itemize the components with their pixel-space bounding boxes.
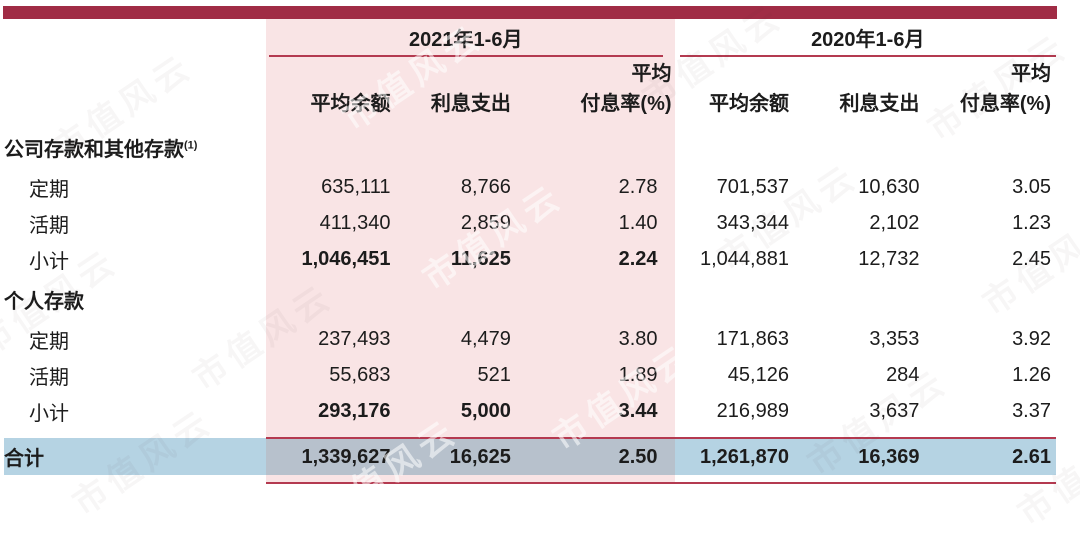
value-cell: 216,989 — [716, 399, 789, 422]
year-group-2021: 2021年1-6月 — [265, 19, 675, 57]
year-group-2020: 2020年1-6月 — [675, 19, 1056, 57]
year-group-2020-label: 2020年1-6月 — [679, 19, 1056, 57]
value-cell: 2.78 — [511, 169, 675, 205]
value-cell: 284 — [886, 363, 920, 386]
year-group-2021-label: 2021年1-6月 — [268, 19, 663, 57]
table-row-corporate-subtotal: 小计 1,046,451 11,625 2.24 1,044,881 12,73… — [4, 241, 1056, 277]
value-cell: 2,102 — [869, 211, 920, 234]
value-cell: 2.61 — [920, 438, 1056, 475]
row-label: 公司存款和其他存款(1) — [4, 138, 198, 161]
value-cell: 521 — [391, 357, 512, 393]
value-cell: 635,111 — [265, 169, 392, 205]
table-row-personal-demand: 活期 55,683 521 1.89 45,126 284 1.26 — [4, 357, 1056, 393]
value-cell: 701,537 — [716, 175, 789, 198]
deposit-cost-table: 2021年1-6月 2020年1-6月 平均余额 利息支出 平均 付息率(%) … — [4, 19, 1056, 484]
value-cell: 1.23 — [1012, 211, 1051, 234]
column-header-row: 平均余额 利息支出 平均 付息率(%) 平均余额 利息支出 平均 付息率(%) — [4, 57, 1056, 125]
value-cell: 16,369 — [792, 438, 921, 475]
row-label: 小计 — [29, 402, 69, 425]
value-cell: 45,126 — [727, 363, 789, 386]
table-row-personal-subtotal: 小计 293,176 5,000 3.44 216,989 3,637 3.37 — [4, 393, 1056, 429]
col-header-interest-expense-2021: 利息支出 — [391, 57, 512, 125]
value-cell: 2.45 — [1012, 247, 1051, 270]
table-bottom-line — [4, 475, 1056, 484]
year-header-spacer — [4, 19, 266, 57]
value-cell: 16,625 — [391, 438, 512, 475]
value-cell: 2.24 — [511, 241, 675, 277]
value-cell: 1.89 — [511, 357, 675, 393]
top-accent-bar — [3, 6, 1057, 19]
row-label: 定期 — [29, 178, 69, 201]
value-cell: 4,479 — [391, 321, 512, 357]
value-cell: 3.05 — [1012, 175, 1051, 198]
value-cell: 343,344 — [716, 211, 789, 234]
col-header-interest-expense-2020: 利息支出 — [839, 93, 920, 115]
value-cell: 237,493 — [265, 321, 392, 357]
value-cell: 3.37 — [1012, 399, 1051, 422]
value-cell: 3.44 — [511, 393, 675, 429]
report-table-page: { "watermark": { "text": "市值风云" }, "colo… — [3, 6, 1057, 484]
col-header-avg-balance-2020: 平均余额 — [708, 93, 789, 115]
value-cell: 3.80 — [511, 321, 675, 357]
row-label: 活期 — [29, 366, 69, 389]
value-cell: 2,859 — [391, 205, 512, 241]
value-cell: 293,176 — [265, 393, 392, 429]
column-header-spacer — [4, 57, 266, 125]
value-cell: 8,766 — [391, 169, 512, 205]
row-label: 活期 — [29, 214, 69, 237]
value-cell: 1,046,451 — [265, 241, 392, 277]
table-row-corporate-demand: 活期 411,340 2,859 1.40 343,344 2,102 1.23 — [4, 205, 1056, 241]
table-row-personal-deposits: 个人存款 — [4, 277, 1056, 321]
value-cell: 3,637 — [869, 399, 920, 422]
value-cell: 1,261,870 — [674, 438, 793, 475]
table-row-personal-time: 定期 237,493 4,479 3.80 171,863 3,353 3.92 — [4, 321, 1056, 357]
value-cell: 1.40 — [511, 205, 675, 241]
value-cell: 10,630 — [858, 175, 920, 198]
table-row-corporate-deposits: 公司存款和其他存款(1) — [4, 125, 1056, 169]
total-separator-line — [4, 429, 1056, 439]
row-label: 定期 — [29, 330, 69, 353]
value-cell: 55,683 — [265, 357, 392, 393]
footnote-marker: (1) — [184, 138, 198, 151]
table-row-corporate-time: 定期 635,111 8,766 2.78 701,537 10,630 3.0… — [4, 169, 1056, 205]
col-header-avg-balance-2021: 平均余额 — [265, 57, 392, 125]
value-cell: 2.50 — [511, 438, 675, 475]
value-cell: 3,353 — [869, 327, 920, 350]
value-cell: 11,625 — [391, 241, 512, 277]
value-cell: 1,339,627 — [265, 438, 392, 475]
value-cell: 5,000 — [391, 393, 512, 429]
value-cell: 411,340 — [265, 205, 392, 241]
value-cell: 3.92 — [1012, 327, 1051, 350]
year-header-row: 2021年1-6月 2020年1-6月 — [4, 19, 1056, 57]
table-row-total: 合计 1,339,627 16,625 2.50 1,261,870 16,36… — [4, 438, 1056, 475]
row-label: 个人存款 — [4, 290, 84, 313]
value-cell: 12,732 — [858, 247, 920, 270]
col-header-avg-rate-2021: 平均 付息率(%) — [511, 57, 675, 125]
value-cell: 171,863 — [716, 327, 789, 350]
value-cell: 1.26 — [1012, 363, 1051, 386]
value-cell: 1,044,881 — [699, 247, 789, 270]
col-header-avg-rate-2020: 平均 付息率(%) — [959, 63, 1051, 115]
row-label: 合计 — [4, 438, 266, 475]
row-label: 小计 — [29, 250, 69, 273]
